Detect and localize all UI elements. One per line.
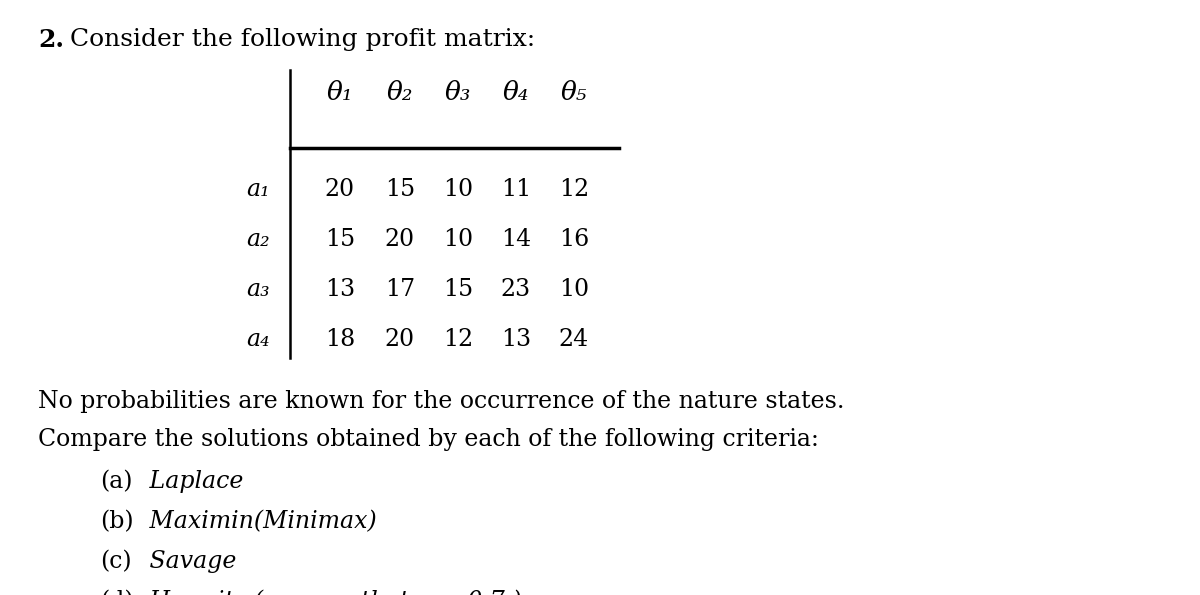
Text: 15: 15 (325, 228, 355, 251)
Text: 11: 11 (500, 178, 532, 201)
Text: No probabilities are known for the occurrence of the nature states.: No probabilities are known for the occur… (38, 390, 845, 413)
Text: 15: 15 (385, 178, 415, 201)
Text: Maximin(Minimax): Maximin(Minimax) (142, 510, 377, 533)
Text: 18: 18 (325, 328, 355, 351)
Text: a₁: a₁ (246, 178, 270, 201)
Text: Laplace: Laplace (142, 470, 244, 493)
Text: 10: 10 (443, 178, 473, 201)
Text: a₃: a₃ (246, 278, 270, 301)
Text: 17: 17 (385, 278, 415, 301)
Text: 14: 14 (500, 228, 532, 251)
Text: (b): (b) (100, 510, 133, 533)
Text: a₄: a₄ (246, 328, 270, 351)
Text: 20: 20 (385, 228, 415, 251)
Text: 16: 16 (559, 228, 589, 251)
Text: 24: 24 (559, 328, 589, 351)
Text: 12: 12 (559, 178, 589, 201)
Text: 23: 23 (500, 278, 532, 301)
Text: 12: 12 (443, 328, 473, 351)
Text: a₂: a₂ (246, 228, 270, 251)
Text: 13: 13 (500, 328, 532, 351)
Text: θ₅: θ₅ (560, 80, 587, 105)
Text: Consider the following profit matrix:: Consider the following profit matrix: (62, 28, 535, 51)
Text: θ₂: θ₂ (386, 80, 413, 105)
Text: (c): (c) (100, 550, 132, 573)
Text: Compare the solutions obtained by each of the following criteria:: Compare the solutions obtained by each o… (38, 428, 818, 451)
Text: (d): (d) (100, 590, 133, 595)
Text: 20: 20 (325, 178, 355, 201)
Text: 20: 20 (385, 328, 415, 351)
Text: 10: 10 (443, 228, 473, 251)
Text: θ₃: θ₃ (445, 80, 472, 105)
Text: 10: 10 (559, 278, 589, 301)
Text: θ₄: θ₄ (503, 80, 529, 105)
Text: 13: 13 (325, 278, 355, 301)
Text: (a): (a) (100, 470, 132, 493)
Text: 2.: 2. (38, 28, 64, 52)
Text: θ₁: θ₁ (326, 80, 353, 105)
Text: 15: 15 (443, 278, 473, 301)
Text: Savage: Savage (142, 550, 236, 573)
Text: Hurwitz (assume that α = 0.7 ): Hurwitz (assume that α = 0.7 ) (142, 590, 522, 595)
